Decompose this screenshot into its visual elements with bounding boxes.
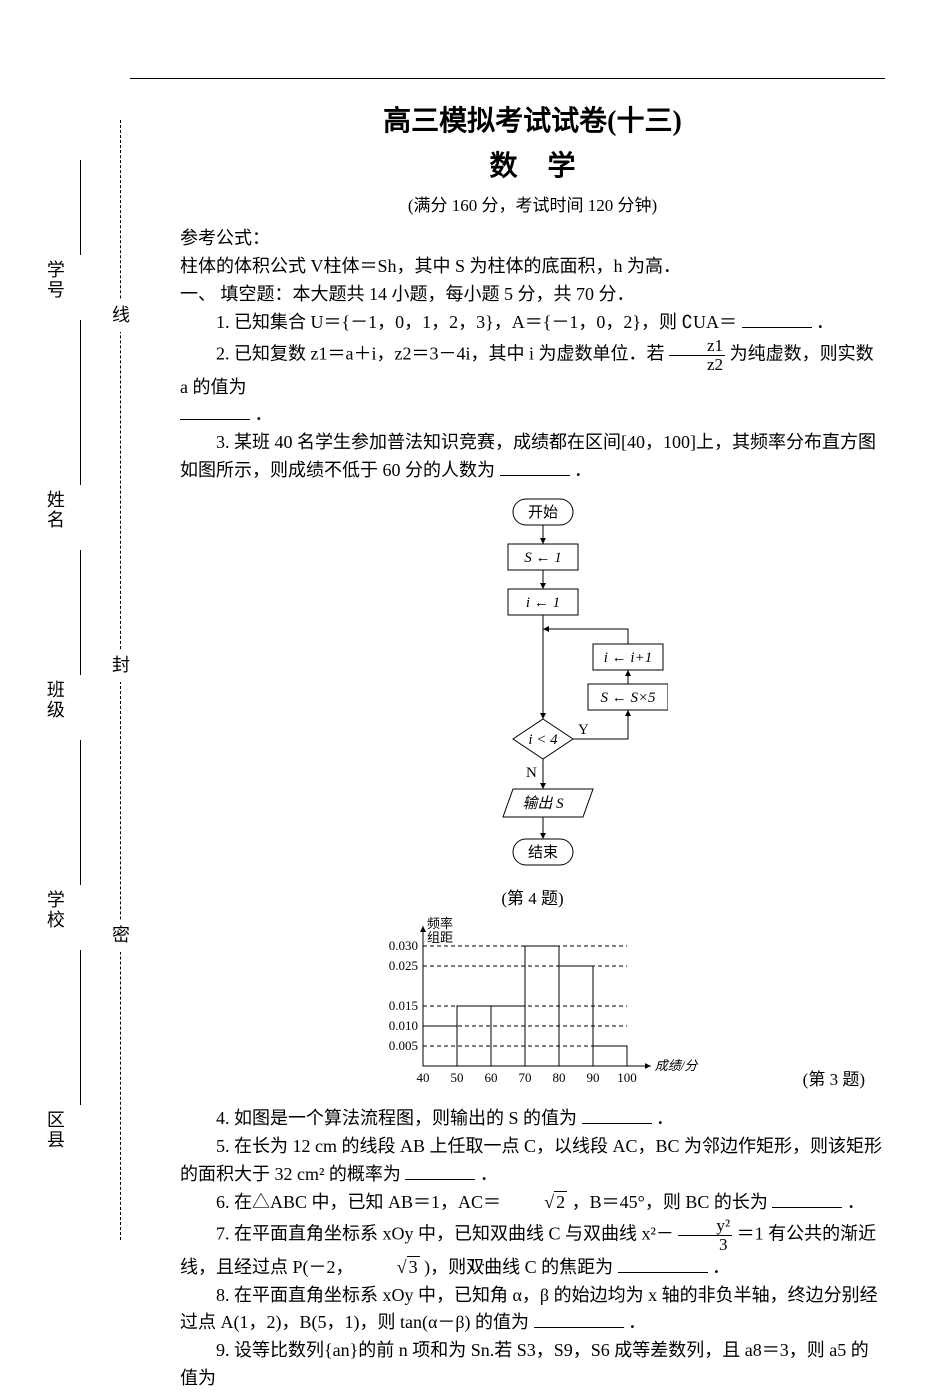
- q7-fraction: y² 3: [678, 1217, 732, 1254]
- svg-text:N: N: [526, 765, 537, 781]
- svg-text:70: 70: [518, 1070, 531, 1085]
- q6-tail: ．: [847, 1192, 865, 1212]
- title-subject: 数学: [210, 145, 885, 188]
- question-6: 6. 在△ABC 中，已知 AB＝1，AC＝ 2 ，B＝45°，则 BC 的长为…: [180, 1189, 885, 1217]
- q8-blank: [534, 1309, 624, 1328]
- section-1-head: 一、 填空题：本大题共 14 小题，每小题 5 分，共 70 分．: [180, 281, 885, 309]
- svg-text:组距: 组距: [427, 930, 453, 945]
- page-number: · 1 ·: [0, 1254, 945, 1279]
- vfill-name: [80, 320, 82, 485]
- vlabel-school: 学校: [40, 890, 68, 930]
- vfill-school: [80, 740, 82, 885]
- exam-page: 线 封 密 学号 姓名 班级 学校 区县 高三模拟考试试卷(十三) 数学 (满分…: [0, 0, 945, 1309]
- q6-b: ，B＝45°，则 BC 的长为: [572, 1192, 768, 1212]
- q6-a: 6. 在△ABC 中，已知 AB＝1，AC＝: [216, 1192, 501, 1212]
- q8-tail: ．: [628, 1312, 646, 1332]
- q2-tail: ．: [255, 404, 273, 424]
- svg-text:成绩/分: 成绩/分: [654, 1058, 697, 1073]
- q2-fraction: z1 z2: [669, 337, 725, 374]
- figure-flowchart: 开始S ← 1i ← 1i ← i+1S ← S×5i < 4输出 S结束YN …: [180, 489, 885, 912]
- q9-text: 9. 设等比数列{an}的前 n 项和为 Sn.若 S3，S9，S6 成等差数列…: [180, 1340, 869, 1388]
- question-2: 2. 已知复数 z1＝a＋i，z2＝3－4i，其中 i 为虚数单位．若 z1 z…: [180, 337, 885, 402]
- flowchart-svg: 开始 S ← 1 i ← 1 i ← i+1 S ← S×5 i < 4 输出 S 结束 Y N: [398, 489, 668, 879]
- q1-tail: ．: [816, 312, 834, 332]
- vlabel-name: 姓名: [40, 490, 68, 530]
- svg-text:50: 50: [450, 1070, 463, 1085]
- svg-text:0.010: 0.010: [388, 1018, 417, 1033]
- vfill-district: [80, 950, 82, 1105]
- seal-char-xian: 线: [112, 300, 130, 332]
- svg-text:S ← 1: S ← 1: [524, 550, 562, 566]
- seal-char-mi: 密: [112, 920, 130, 952]
- vfill-class: [80, 550, 82, 675]
- caption-q3: (第 3 题): [803, 1067, 865, 1093]
- q7-a: 7. 在平面直角坐标系 xOy 中，已知双曲线 C 与双曲线 x²－: [216, 1223, 674, 1243]
- question-8: 8. 在平面直角坐标系 xOy 中，已知角 α，β 的始边均为 x 轴的非负半轴…: [180, 1282, 885, 1338]
- svg-text:i ← 1: i ← 1: [525, 595, 559, 611]
- svg-text:频率: 频率: [427, 916, 453, 931]
- svg-text:i < 4: i < 4: [528, 732, 558, 748]
- svg-text:结束: 结束: [527, 844, 557, 861]
- svg-text:输出 S: 输出 S: [522, 795, 564, 812]
- q5-tail: ．: [480, 1164, 498, 1184]
- svg-text:0.025: 0.025: [388, 958, 417, 973]
- svg-text:40: 40: [416, 1070, 429, 1085]
- q7-frac-n: y²: [678, 1217, 732, 1236]
- vlabel-district: 区县: [40, 1110, 68, 1150]
- svg-text:60: 60: [484, 1070, 497, 1085]
- q5-text: 5. 在长为 12 cm 的线段 AB 上任取一点 C，以线段 AC，BC 为邻…: [180, 1136, 882, 1184]
- question-5: 5. 在长为 12 cm 的线段 AB 上任取一点 C，以线段 AC，BC 为邻…: [180, 1133, 885, 1189]
- svg-text:开始: 开始: [527, 504, 557, 521]
- histogram-svg: 频率组距成绩/分 0.005 0.010 0.015 0.025 0.030 40 50 60 7…: [368, 916, 698, 1096]
- question-4: 4. 如图是一个算法流程图，则输出的 S 的值为 ．: [180, 1105, 885, 1133]
- question-1: 1. 已知集合 U＝{－1，0，1，2，3}，A＝{－1，0，2}，则 ∁UA＝…: [180, 309, 885, 337]
- svg-text:0.015: 0.015: [388, 998, 417, 1013]
- svg-text:S ← S×5: S ← S×5: [600, 690, 656, 706]
- svg-text:100: 100: [617, 1070, 637, 1085]
- q2-frac-d: z2: [669, 356, 725, 374]
- question-3: 3. 某班 40 名学生参加普法知识竞赛，成绩都在区间[40，100]上，其频率…: [180, 429, 885, 485]
- subtitle: (满分 160 分，考试时间 120 分钟): [180, 193, 885, 219]
- svg-text:i ← i+1: i ← i+1: [603, 650, 651, 666]
- formula-lead: 参考公式：: [180, 225, 885, 253]
- question-2-line2: ．: [180, 401, 885, 429]
- seal-char-feng: 封: [112, 650, 130, 682]
- svg-text:90: 90: [586, 1070, 599, 1085]
- q2-blank: [180, 401, 250, 420]
- q3-blank: [500, 457, 570, 476]
- q4-text: 4. 如图是一个算法流程图，则输出的 S 的值为: [216, 1108, 577, 1128]
- title-main: 高三模拟考试试卷(十三): [180, 100, 885, 143]
- figure-histogram: 频率组距成绩/分 0.005 0.010 0.015 0.025 0.030 40 50 60 7…: [180, 916, 885, 1105]
- svg-text:0.005: 0.005: [388, 1038, 417, 1053]
- vlabel-student-id: 学号: [40, 260, 68, 300]
- q2-a: 2. 已知复数 z1＝a＋i，z2＝3－4i，其中 i 为虚数单位．若: [216, 343, 664, 363]
- q3-tail: ．: [574, 460, 592, 480]
- q5-blank: [405, 1161, 475, 1180]
- q4-tail: ．: [656, 1108, 674, 1128]
- formula-body: 柱体的体积公式 V柱体＝Sh，其中 S 为柱体的底面积，h 为高．: [180, 253, 885, 281]
- svg-text:0.030: 0.030: [388, 938, 417, 953]
- q6-blank: [772, 1189, 842, 1208]
- top-rule: [130, 78, 885, 79]
- q4-blank: [582, 1105, 652, 1124]
- caption-q4: (第 4 题): [180, 886, 885, 912]
- q6-sqrt: 2: [506, 1189, 568, 1217]
- q2-frac-n: z1: [669, 337, 725, 356]
- question-9: 9. 设等比数列{an}的前 n 项和为 Sn.若 S3，S9，S6 成等差数列…: [180, 1337, 885, 1393]
- binding-margin: 线 封 密 学号 姓名 班级 学校 区县: [40, 120, 160, 1240]
- svg-text:80: 80: [552, 1070, 565, 1085]
- q1-blank: [742, 309, 812, 328]
- vlabel-class: 班级: [40, 680, 68, 720]
- q7-frac-d: 3: [678, 1236, 732, 1254]
- svg-text:Y: Y: [578, 722, 589, 738]
- q1-text: 1. 已知集合 U＝{－1，0，1，2，3}，A＝{－1，0，2}，则 ∁UA＝: [216, 312, 737, 332]
- vfill-student-id: [80, 160, 82, 255]
